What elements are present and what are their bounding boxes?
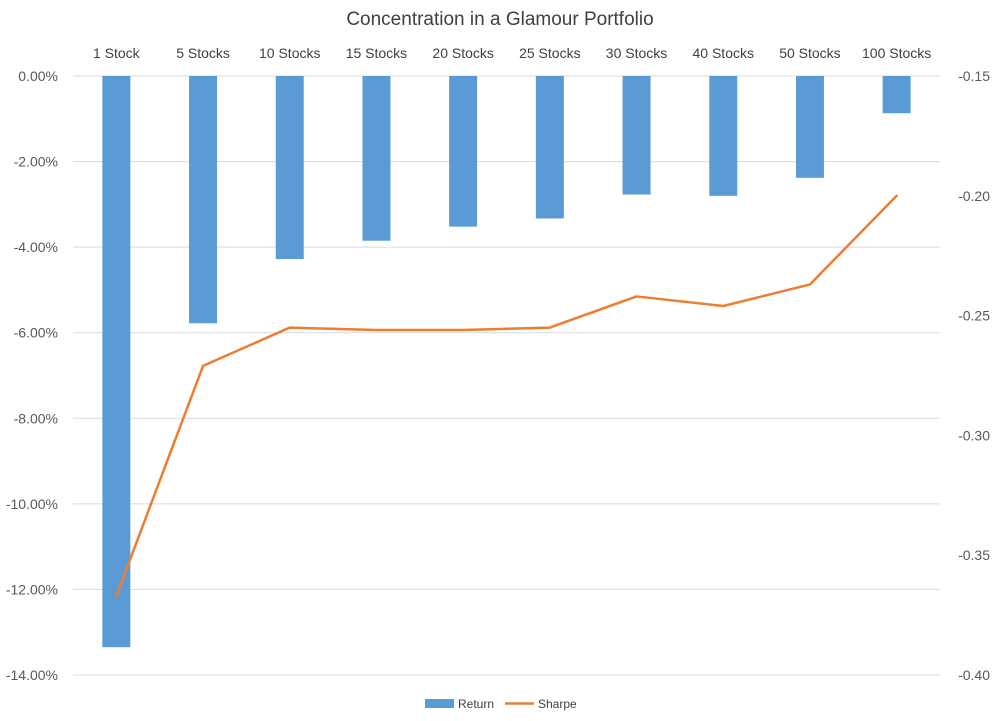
legend-swatch-return (425, 699, 454, 708)
gridlines (73, 75, 940, 676)
left-axis-tick-label: -4.00% (14, 239, 58, 255)
return-bar (102, 76, 131, 648)
sharpe-line (115, 194, 898, 598)
return-bar (882, 76, 911, 114)
legend-label-sharpe: Sharpe (538, 697, 577, 711)
return-bar (535, 76, 564, 219)
return-bar (709, 76, 738, 196)
category-label: 10 Stocks (259, 45, 320, 61)
left-axis-tick-label: -2.00% (14, 154, 58, 170)
category-label: 15 Stocks (346, 45, 407, 61)
legend-label-return: Return (458, 697, 494, 711)
category-label: 5 Stocks (176, 45, 230, 61)
left-axis-tick-label: -12.00% (6, 581, 58, 597)
sharpe-line-group (115, 194, 898, 598)
category-label: 50 Stocks (779, 45, 840, 61)
return-bar (189, 76, 218, 324)
category-axis: 1 Stock 5 Stocks 10 Stocks 15 Stocks 20 Stoc… (93, 45, 931, 61)
right-axis-tick-label: -0.20 (958, 188, 990, 204)
right-axis-tick-label: -0.25 (958, 308, 990, 324)
left-axis-tick-label: -10.00% (6, 496, 58, 512)
left-axis-tick-label: -6.00% (14, 325, 58, 341)
return-bar (362, 76, 391, 241)
return-bar (275, 76, 304, 260)
legend: Return Sharpe (425, 697, 577, 711)
right-axis: -0.15 -0.20 -0.25 -0.30 -0.35 -0.40 (958, 68, 990, 683)
return-bar (449, 76, 478, 227)
category-label: 30 Stocks (606, 45, 667, 61)
category-label: 20 Stocks (432, 45, 493, 61)
category-label: 1 Stock (93, 45, 141, 61)
return-bar (795, 76, 824, 178)
return-bar (622, 76, 651, 195)
left-axis-tick-label: -8.00% (14, 410, 58, 426)
right-axis-tick-label: -0.30 (958, 427, 990, 443)
category-label: 25 Stocks (519, 45, 580, 61)
right-axis-tick-label: -0.35 (958, 547, 990, 563)
left-axis-tick-label: 0.00% (18, 68, 58, 84)
right-axis-tick-label: -0.15 (958, 68, 990, 84)
chart-title: Concentration in a Glamour Portfolio (346, 9, 653, 30)
category-label: 40 Stocks (693, 45, 754, 61)
left-axis-tick-label: -14.00% (6, 667, 58, 683)
right-axis-tick-label: -0.40 (958, 667, 990, 683)
left-axis: 0.00% -2.00% -4.00% -6.00% -8.00% -10.00% -12.… (6, 68, 58, 683)
return-bars (102, 76, 911, 648)
category-label: 100 Stocks (862, 45, 931, 61)
